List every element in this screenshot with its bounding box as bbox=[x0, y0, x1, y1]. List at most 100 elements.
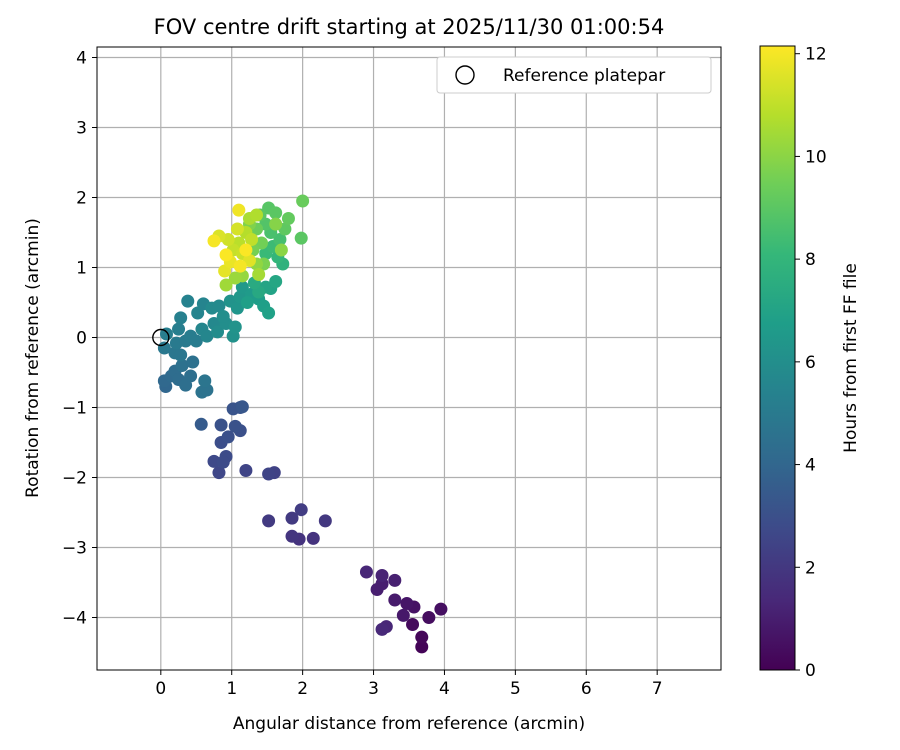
data-point bbox=[181, 294, 195, 308]
data-point bbox=[239, 464, 253, 477]
data-point bbox=[216, 455, 230, 469]
data-point bbox=[198, 374, 212, 388]
x-tick-label: 1 bbox=[226, 679, 237, 699]
data-point bbox=[359, 565, 373, 579]
x-tick-label: 6 bbox=[581, 679, 592, 699]
legend-label: Reference platepar bbox=[503, 66, 665, 86]
data-point bbox=[232, 203, 246, 217]
plot-frame bbox=[96, 46, 722, 671]
data-point bbox=[406, 618, 420, 631]
data-point bbox=[219, 248, 233, 262]
legend-box bbox=[436, 56, 712, 94]
data-point bbox=[239, 243, 253, 257]
reference-marker bbox=[152, 328, 170, 347]
data-point bbox=[396, 608, 410, 622]
data-point bbox=[221, 430, 235, 444]
grid bbox=[97, 47, 721, 670]
scatter-points bbox=[157, 194, 448, 654]
y-tick-label: 4 bbox=[76, 49, 87, 69]
colorbar-tick-label: 8 bbox=[805, 250, 816, 270]
data-point bbox=[269, 217, 283, 231]
y-tick-label: 0 bbox=[76, 329, 87, 349]
data-point bbox=[194, 417, 208, 431]
colorbar-tick-label: 2 bbox=[805, 558, 816, 578]
data-point bbox=[228, 320, 242, 334]
x-tick-label: 2 bbox=[297, 679, 308, 699]
data-point bbox=[172, 322, 186, 336]
data-point bbox=[245, 233, 259, 246]
data-point bbox=[235, 400, 249, 414]
y-axis-ticks: −4 −3 −2 −1 0 1 2 3 4 bbox=[62, 49, 97, 629]
data-point bbox=[281, 212, 295, 225]
y-tick-label: −3 bbox=[62, 539, 87, 559]
y-tick-label: −4 bbox=[62, 609, 87, 629]
x-tick-label: 5 bbox=[510, 679, 521, 699]
data-point bbox=[228, 271, 242, 285]
data-point bbox=[415, 640, 429, 654]
x-tick-label: 3 bbox=[368, 679, 379, 699]
data-point bbox=[274, 243, 288, 257]
data-point bbox=[285, 529, 299, 543]
colorbar-tick-label: 6 bbox=[805, 353, 816, 373]
colorbar bbox=[759, 45, 796, 671]
y-tick-label: 3 bbox=[76, 119, 87, 139]
data-point bbox=[388, 573, 402, 587]
x-axis-label: Angular distance from reference (arcmin) bbox=[233, 714, 585, 734]
y-tick-label: 1 bbox=[76, 259, 87, 279]
data-point bbox=[269, 206, 283, 220]
colorbar-tick-label: 10 bbox=[805, 147, 827, 167]
colorbar-tick-label: 4 bbox=[805, 456, 816, 476]
data-point bbox=[388, 593, 402, 607]
data-point bbox=[240, 296, 254, 309]
x-axis-ticks: 0 1 2 3 4 5 6 7 bbox=[155, 670, 663, 699]
data-point bbox=[159, 327, 173, 341]
y-axis-label: Rotation from reference (arcmin) bbox=[23, 218, 43, 498]
data-point bbox=[262, 514, 276, 528]
data-point bbox=[273, 233, 287, 246]
data-point bbox=[212, 299, 226, 313]
data-point bbox=[296, 194, 310, 208]
data-point bbox=[235, 280, 249, 294]
data-point bbox=[216, 310, 230, 323]
data-point bbox=[189, 334, 203, 348]
colorbar-label: Hours from first FF file bbox=[841, 263, 861, 453]
data-point bbox=[200, 329, 214, 343]
data-point bbox=[252, 268, 266, 281]
data-point bbox=[219, 278, 233, 292]
data-point bbox=[157, 341, 171, 355]
x-tick-label: 0 bbox=[155, 679, 166, 699]
y-tick-label: −1 bbox=[62, 399, 87, 419]
data-point bbox=[214, 418, 228, 432]
data-point bbox=[434, 602, 448, 616]
colorbar-ticks: 0 2 4 6 8 10 12 bbox=[795, 45, 827, 681]
y-tick-label: 2 bbox=[76, 189, 87, 209]
data-point bbox=[262, 306, 276, 320]
data-point bbox=[175, 359, 189, 372]
data-point bbox=[375, 622, 389, 636]
data-point bbox=[230, 222, 244, 236]
data-point bbox=[174, 348, 188, 362]
data-point bbox=[212, 466, 226, 480]
colorbar-tick-label: 12 bbox=[805, 45, 827, 65]
data-point bbox=[269, 275, 283, 288]
x-tick-label: 4 bbox=[439, 679, 450, 699]
data-point bbox=[400, 597, 414, 610]
data-point bbox=[294, 231, 308, 245]
data-point bbox=[207, 234, 221, 248]
colorbar-tick-label: 0 bbox=[805, 661, 816, 681]
data-point bbox=[186, 355, 200, 369]
chart-title: FOV centre drift starting at 2025/11/30 … bbox=[154, 15, 665, 39]
data-point bbox=[285, 511, 299, 525]
data-point bbox=[262, 467, 276, 481]
x-tick-label: 7 bbox=[652, 679, 663, 699]
legend-reference-marker bbox=[455, 65, 475, 85]
data-point bbox=[318, 514, 332, 528]
data-point bbox=[230, 301, 244, 315]
data-point bbox=[422, 611, 436, 624]
data-point bbox=[174, 311, 188, 325]
data-point bbox=[211, 325, 225, 339]
data-point bbox=[415, 630, 429, 644]
data-point bbox=[228, 419, 242, 433]
data-point bbox=[250, 208, 264, 222]
